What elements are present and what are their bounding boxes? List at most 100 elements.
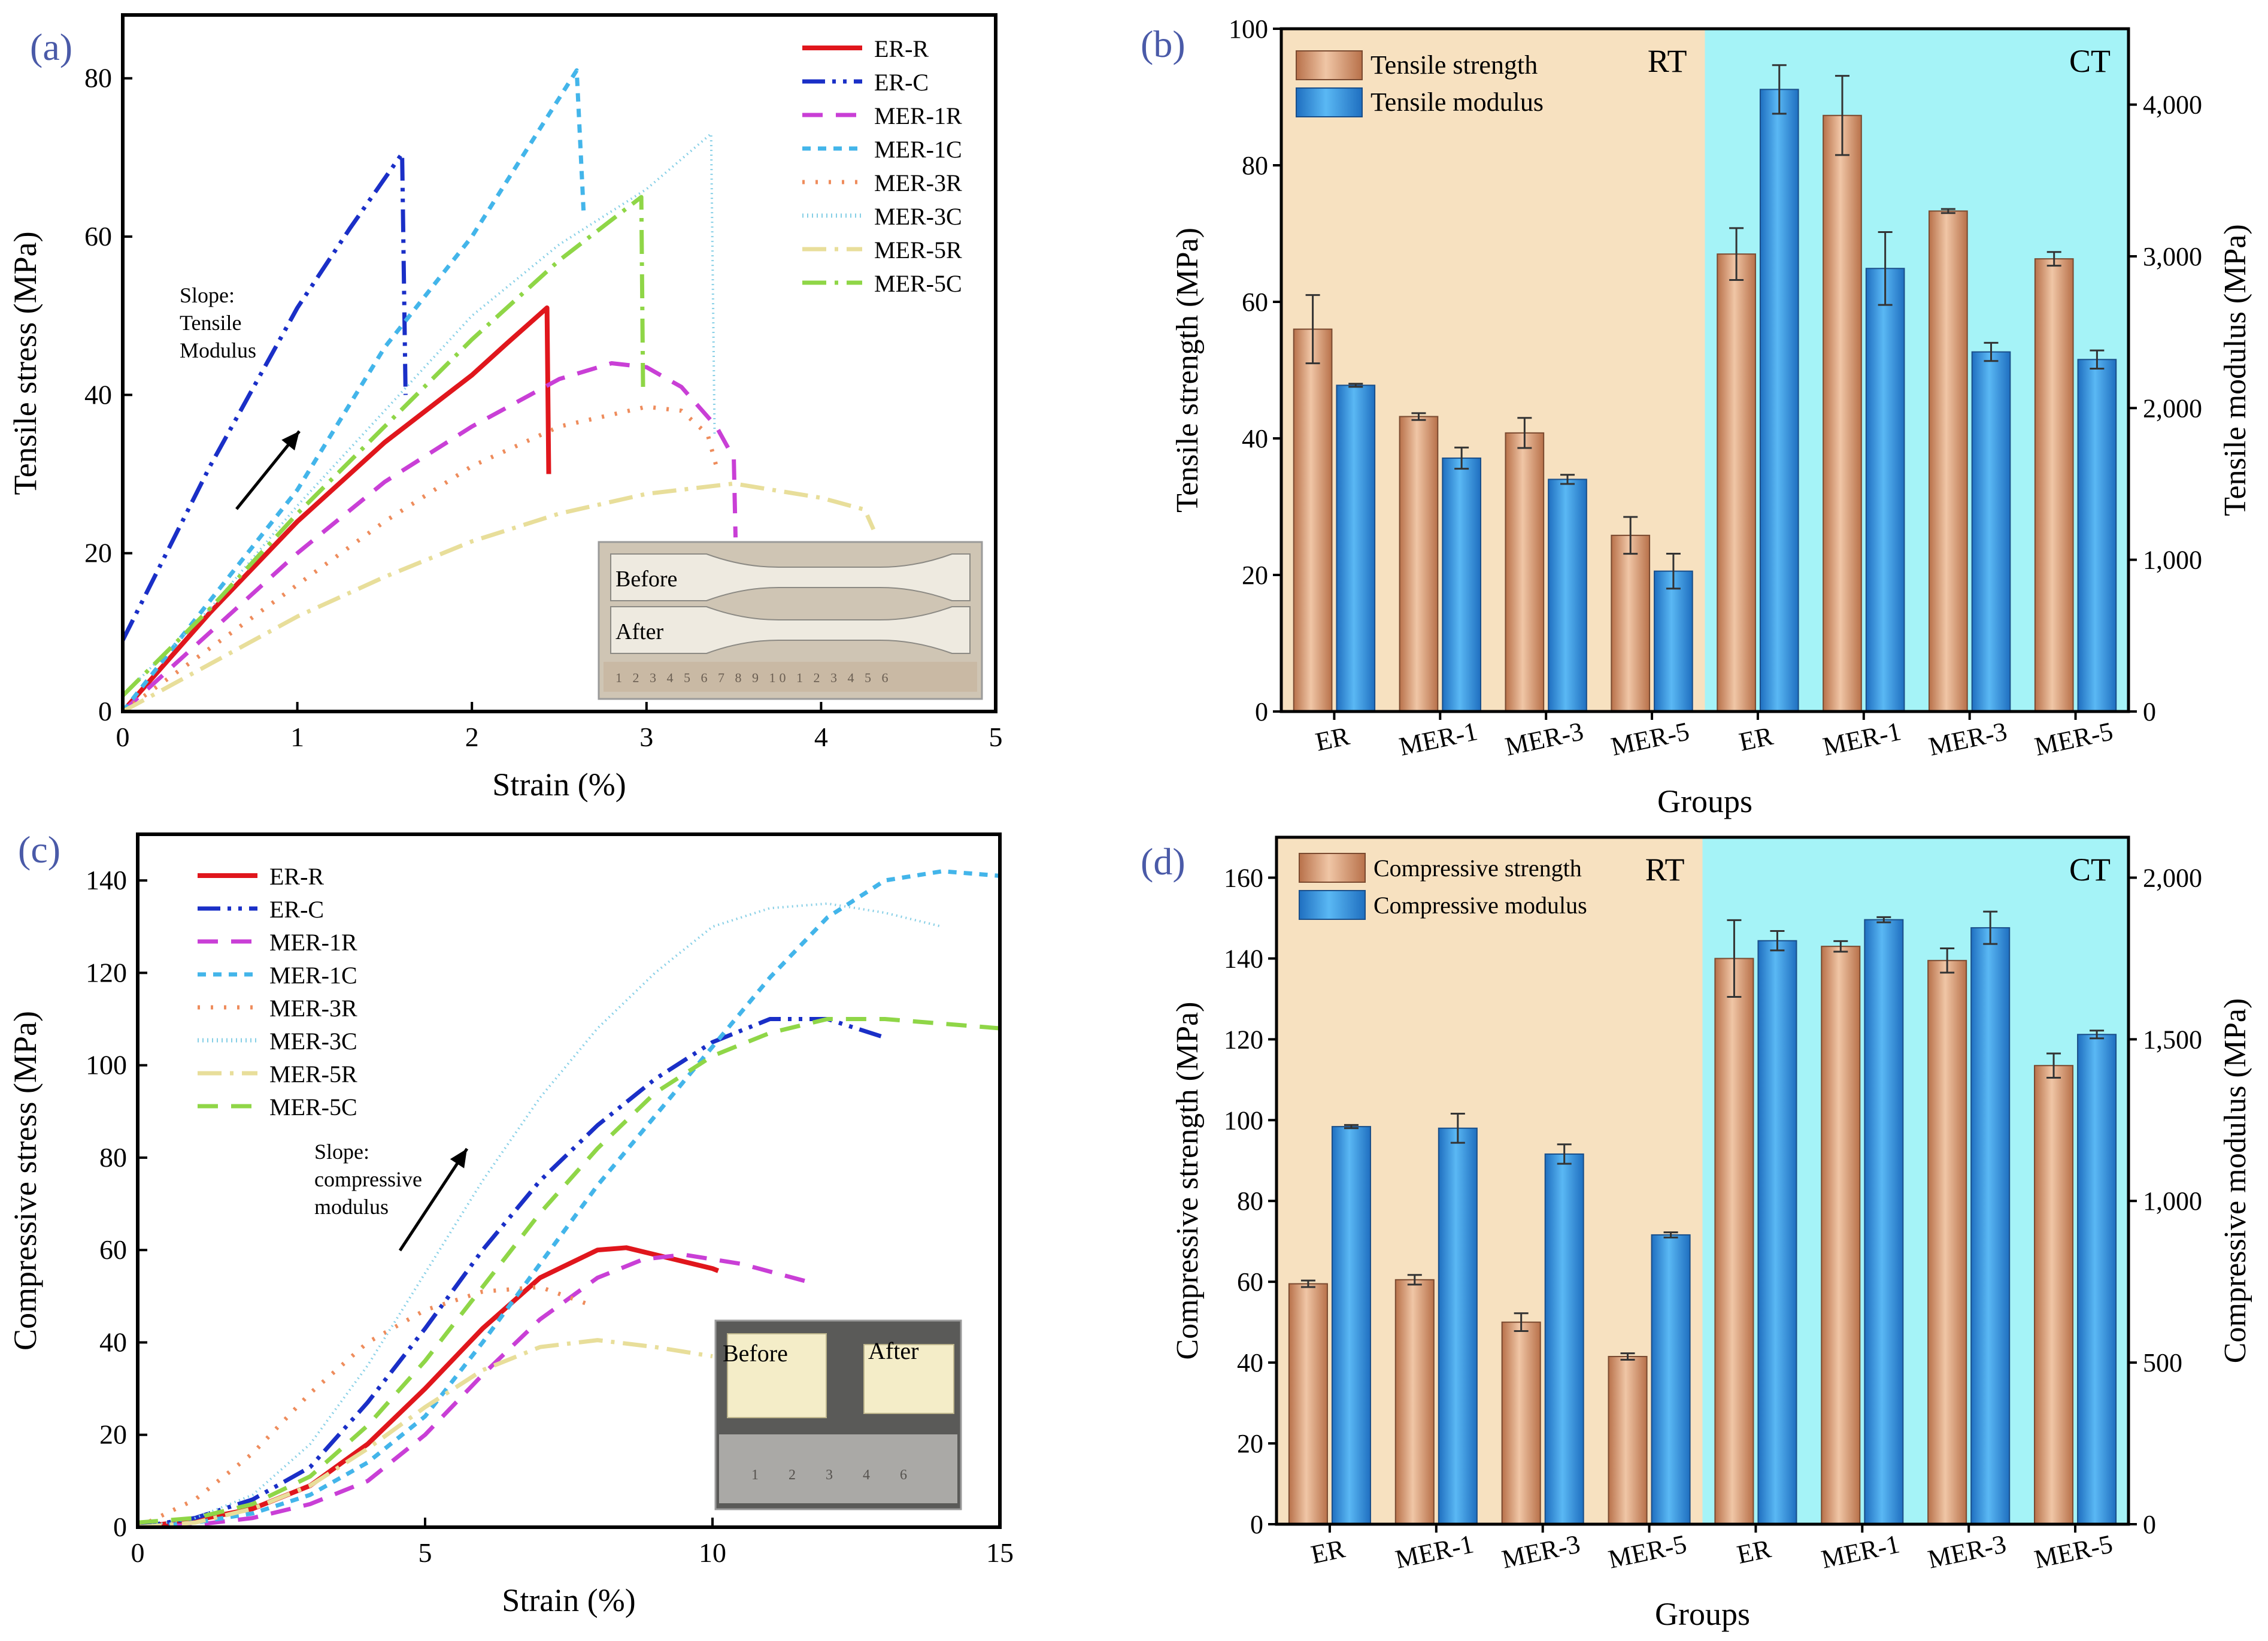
y-right-tick-label: 0 (2143, 1510, 2156, 1539)
y-tick-label: 20 (99, 1419, 127, 1450)
legend-label-er-r: ER-R (874, 35, 929, 62)
panel-label: (a) (30, 26, 72, 68)
bar-modulus (1544, 1153, 1584, 1525)
bar-strength (1288, 1283, 1328, 1525)
y-tick-label: 40 (1242, 424, 1268, 453)
bar-modulus (1759, 89, 1799, 712)
specimen-cube-before (727, 1333, 827, 1418)
panel-label: (c) (18, 828, 60, 871)
region-label-rt: RT (1648, 43, 1687, 79)
y-tick-label: 60 (1242, 287, 1268, 317)
y-tick-label: 80 (1242, 151, 1268, 180)
y-axis-label-left: Tensile strength (MPa) (1171, 228, 1205, 513)
y-tick-label: 60 (84, 221, 112, 252)
slope-annotation-line: Slope: (180, 283, 235, 307)
bar-strength (1608, 1355, 1648, 1525)
legend-label-modulus: Compressive modulus (1373, 892, 1587, 919)
legend-label-mer-5c: MER-5C (269, 1094, 357, 1121)
y-tick-label: 40 (1237, 1348, 1263, 1377)
slope-arrow-shaft (398, 1148, 469, 1252)
slope-annotation-line: Tensile (180, 311, 241, 335)
y-right-tick-label: 1,000 (2143, 1186, 2202, 1216)
y-axis-label-left: Compressive strength (MPa) (1171, 1002, 1205, 1360)
y-tick-label: 80 (99, 1142, 127, 1173)
y-right-tick-label: 4,000 (2143, 90, 2202, 120)
y-tick-label: 0 (1255, 697, 1268, 726)
y-axis-label: Tensile stress (MPa) (7, 231, 43, 495)
panel-b-tensile-bars: ER MER-1 MER-3 MER-5 ER MER-1 MER-3 MER-5 0 20 40 6… (1141, 14, 2252, 819)
legend-label-mer-1r: MER-1R (269, 929, 357, 956)
y-tick-label: 40 (84, 379, 112, 410)
panel-c-compressive-stress-strain: 0 5 10 15 0 20 40 60 80 100 120 140 Strain (%) Compre… (7, 828, 1014, 1618)
x-tick-label: 10 (699, 1537, 726, 1568)
inset-label-before: Before (615, 567, 677, 592)
legend-label-mer-5r: MER-5R (874, 237, 962, 264)
bar-strength (1505, 432, 1545, 712)
category-label: MER-1 (1397, 716, 1480, 761)
category-label: MER-1 (1820, 716, 1903, 761)
specimen-dogbone (610, 553, 971, 601)
panel-label: (d) (1141, 840, 1185, 883)
y-right-tick-label: 500 (2143, 1348, 2182, 1377)
legend-label-modulus: Tensile modulus (1370, 87, 1544, 117)
y-right-tick-label: 2,000 (2143, 863, 2202, 892)
legend-label-mer-1c: MER-1C (874, 136, 962, 163)
y-tick-label: 100 (86, 1050, 127, 1080)
y-right-tick-label: 0 (2143, 697, 2156, 726)
bar-modulus (1654, 570, 1693, 713)
y-tick-label: 80 (1237, 1186, 1263, 1216)
series-line-mer-3r (123, 404, 718, 711)
x-tick-label: 0 (131, 1537, 145, 1568)
legend-label-mer-5c: MER-5C (874, 270, 962, 297)
legend-label-mer-3r: MER-3R (874, 169, 962, 196)
series-line-mer-5c (138, 1017, 1000, 1525)
y-axis-label-right: Compressive modulus (MPa) (2218, 998, 2252, 1364)
x-axis-label: Groups (1657, 783, 1752, 819)
y-tick-label: 60 (99, 1234, 127, 1265)
legend-label-strength: Compressive strength (1373, 855, 1582, 882)
x-tick-label: 0 (116, 722, 130, 752)
region-label-ct: CT (2069, 43, 2111, 79)
series-line-mer-3r (138, 1285, 593, 1527)
plot-frame (1279, 27, 2130, 713)
series-line-mer-5r (123, 481, 876, 711)
inset-label-after: After (615, 619, 664, 644)
y-tick-label: 140 (86, 865, 127, 895)
y-tick-label: 100 (1224, 1106, 1263, 1135)
category-label: MER-1 (1393, 1529, 1476, 1574)
bar-strength (1714, 958, 1754, 1525)
y-tick-label: 40 (99, 1327, 127, 1357)
bar-strength (2034, 258, 2074, 712)
x-tick-label: 15 (986, 1537, 1014, 1568)
slope-annotation-line: Slope: (314, 1140, 369, 1164)
series-line-mer-5r (138, 1338, 713, 1527)
legend-label-er-c: ER-C (269, 896, 324, 923)
y-tick-label: 0 (98, 696, 112, 726)
y-tick-label: 120 (86, 957, 127, 988)
bar-modulus (1970, 927, 2011, 1525)
y-tick-label: 100 (1229, 14, 1268, 44)
series-line-mer-1c (123, 68, 586, 711)
category-label: MER-3 (1926, 1529, 2009, 1574)
bar-modulus (2077, 1034, 2117, 1525)
bar-modulus (1865, 268, 1905, 712)
slope-annotation-line: Modulus (180, 338, 256, 362)
inset-ruler (719, 1434, 957, 1503)
y-right-tick-label: 1,000 (2143, 546, 2202, 575)
series-group (138, 869, 1000, 1527)
x-tick-label: 5 (419, 1537, 432, 1568)
y-tick-label: 20 (84, 538, 112, 568)
bar-strength (2034, 1065, 2074, 1525)
x-tick-label: 3 (639, 722, 653, 752)
legend-label-mer-3c: MER-3C (874, 203, 962, 230)
y-axis-label-right: Tensile modulus (MPa) (2218, 224, 2252, 516)
category-label: MER-3 (1499, 1529, 1582, 1574)
series-group (123, 68, 876, 711)
plot-frame (136, 832, 1002, 1529)
category-label: MER-3 (1503, 716, 1586, 761)
plot-frame (1275, 835, 2130, 1526)
legend-label-mer-1r: MER-1R (874, 102, 962, 129)
bar-modulus (1331, 1126, 1371, 1525)
y-tick-label: 80 (84, 63, 112, 93)
y-axis-label: Compressive stress (MPa) (7, 1011, 43, 1351)
